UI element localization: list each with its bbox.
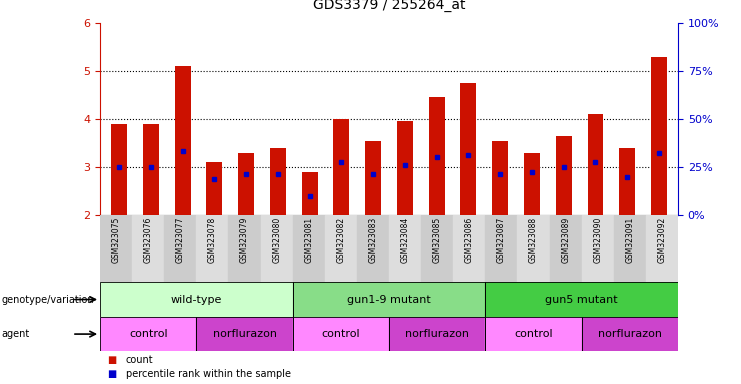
Text: gun5 mutant: gun5 mutant bbox=[545, 295, 618, 305]
Bar bbox=[646, 215, 678, 282]
Text: ■: ■ bbox=[107, 369, 116, 379]
Text: wild-type: wild-type bbox=[170, 295, 222, 305]
Bar bbox=[228, 215, 261, 282]
Bar bbox=[397, 121, 413, 215]
Bar bbox=[325, 215, 357, 282]
Text: GSM323082: GSM323082 bbox=[336, 217, 345, 263]
Text: GSM323081: GSM323081 bbox=[305, 217, 313, 263]
Bar bbox=[651, 56, 667, 215]
Text: GSM323087: GSM323087 bbox=[497, 217, 506, 263]
Bar bbox=[517, 215, 550, 282]
Bar bbox=[453, 215, 485, 282]
Bar bbox=[485, 317, 582, 351]
Bar bbox=[582, 317, 678, 351]
Bar bbox=[619, 148, 635, 215]
Bar bbox=[614, 215, 646, 282]
Text: ■: ■ bbox=[107, 355, 116, 365]
Bar bbox=[293, 282, 485, 317]
Bar bbox=[582, 215, 614, 282]
Text: GSM323079: GSM323079 bbox=[240, 217, 249, 263]
Bar bbox=[550, 215, 582, 282]
Text: control: control bbox=[322, 329, 360, 339]
Text: GSM323075: GSM323075 bbox=[112, 217, 121, 263]
Bar bbox=[485, 282, 678, 317]
Text: GSM323088: GSM323088 bbox=[529, 217, 538, 263]
Bar bbox=[100, 215, 132, 282]
Bar bbox=[238, 153, 254, 215]
Text: GSM323085: GSM323085 bbox=[433, 217, 442, 263]
Bar bbox=[293, 317, 389, 351]
Bar bbox=[175, 66, 190, 215]
Text: norflurazon: norflurazon bbox=[213, 329, 276, 339]
Text: GSM323090: GSM323090 bbox=[594, 217, 602, 263]
Text: genotype/variation: genotype/variation bbox=[1, 295, 94, 305]
Bar bbox=[365, 141, 381, 215]
Bar bbox=[143, 124, 159, 215]
Text: agent: agent bbox=[1, 329, 30, 339]
Text: GSM323080: GSM323080 bbox=[272, 217, 281, 263]
Bar bbox=[524, 153, 540, 215]
Bar bbox=[485, 317, 582, 351]
Text: norflurazon: norflurazon bbox=[598, 329, 662, 339]
Text: GSM323084: GSM323084 bbox=[401, 217, 410, 263]
Bar bbox=[196, 215, 228, 282]
Bar bbox=[207, 162, 222, 215]
Bar bbox=[389, 317, 485, 351]
Text: GSM323077: GSM323077 bbox=[176, 217, 185, 263]
Text: GDS3379 / 255264_at: GDS3379 / 255264_at bbox=[313, 0, 465, 12]
Bar bbox=[485, 215, 517, 282]
Bar bbox=[293, 317, 389, 351]
Text: GSM323076: GSM323076 bbox=[144, 217, 153, 263]
Bar bbox=[302, 172, 318, 215]
Bar bbox=[460, 83, 476, 215]
Text: control: control bbox=[129, 329, 167, 339]
Bar bbox=[165, 215, 196, 282]
Text: percentile rank within the sample: percentile rank within the sample bbox=[126, 369, 291, 379]
Text: count: count bbox=[126, 355, 153, 365]
Bar bbox=[196, 317, 293, 351]
Bar bbox=[582, 317, 678, 351]
Text: norflurazon: norflurazon bbox=[405, 329, 469, 339]
Bar bbox=[132, 215, 165, 282]
Text: GSM323083: GSM323083 bbox=[368, 217, 377, 263]
Text: gun1-9 mutant: gun1-9 mutant bbox=[347, 295, 431, 305]
Bar bbox=[429, 98, 445, 215]
Bar bbox=[100, 282, 293, 317]
Bar bbox=[485, 282, 678, 317]
Bar bbox=[111, 124, 127, 215]
Text: GSM323086: GSM323086 bbox=[465, 217, 473, 263]
Bar bbox=[492, 141, 508, 215]
Bar bbox=[261, 215, 293, 282]
Bar bbox=[293, 215, 325, 282]
Text: GSM323091: GSM323091 bbox=[625, 217, 634, 263]
Bar bbox=[421, 215, 453, 282]
Bar bbox=[270, 148, 286, 215]
Bar bbox=[556, 136, 571, 215]
Text: control: control bbox=[514, 329, 553, 339]
Bar bbox=[389, 215, 421, 282]
Bar bbox=[357, 215, 389, 282]
Bar bbox=[100, 317, 196, 351]
Text: GSM323092: GSM323092 bbox=[657, 217, 666, 263]
Bar bbox=[100, 282, 293, 317]
Text: GSM323078: GSM323078 bbox=[208, 217, 217, 263]
Bar bbox=[333, 119, 349, 215]
Bar bbox=[100, 317, 196, 351]
Bar bbox=[588, 114, 603, 215]
Text: GSM323089: GSM323089 bbox=[561, 217, 570, 263]
Bar bbox=[293, 282, 485, 317]
Bar bbox=[389, 317, 485, 351]
Bar bbox=[196, 317, 293, 351]
